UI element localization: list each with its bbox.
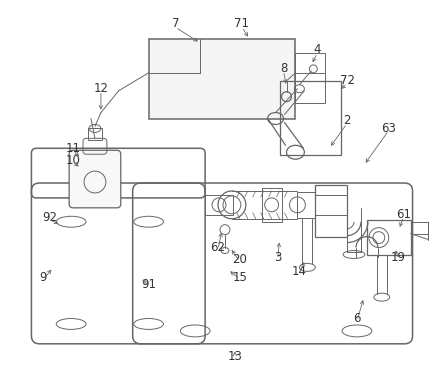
Text: 63: 63: [381, 122, 396, 135]
Text: 11: 11: [66, 142, 81, 155]
Text: 14: 14: [292, 265, 307, 278]
Bar: [280, 81, 341, 155]
Bar: [149, 39, 295, 119]
Text: 7: 7: [171, 17, 179, 30]
Text: 61: 61: [396, 208, 411, 221]
Bar: [205, 195, 233, 215]
Text: 4: 4: [313, 42, 321, 55]
Text: 9: 9: [40, 271, 47, 284]
FancyBboxPatch shape: [69, 150, 121, 208]
Text: 91: 91: [141, 278, 156, 291]
Bar: [367, 220, 411, 256]
Text: 92: 92: [42, 211, 57, 224]
Text: 15: 15: [232, 271, 247, 284]
Text: 72: 72: [340, 74, 355, 87]
Text: 62: 62: [210, 241, 226, 254]
Bar: [88, 128, 102, 140]
Text: 6: 6: [353, 312, 361, 326]
Text: 13: 13: [227, 350, 242, 363]
Text: 20: 20: [232, 253, 247, 266]
Text: 12: 12: [93, 82, 108, 95]
Text: 2: 2: [343, 114, 351, 127]
Text: 10: 10: [66, 154, 80, 167]
Bar: [411, 222, 428, 234]
Text: 3: 3: [274, 251, 281, 264]
Bar: [315, 185, 347, 237]
Text: 19: 19: [391, 251, 406, 264]
Text: 8: 8: [280, 62, 287, 76]
Bar: [295, 53, 325, 103]
Text: 71: 71: [234, 17, 250, 30]
Bar: [297, 192, 315, 218]
Bar: [262, 188, 281, 222]
